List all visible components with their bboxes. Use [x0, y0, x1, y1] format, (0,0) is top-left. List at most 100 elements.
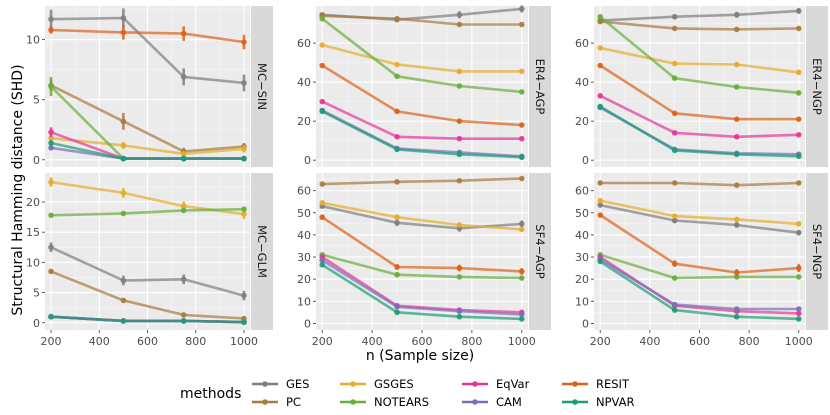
panel-sf4-agp: 0 10 20 30 40 50 60 200 400 600 800 1000 SF4−AGP	[297, 173, 551, 348]
data-point	[180, 150, 187, 157]
legend-label: PC	[286, 395, 301, 409]
data-point	[319, 42, 326, 48]
legend-swatch-point	[350, 381, 356, 387]
facet-strip-label: MC−GLM	[255, 225, 269, 278]
data-point	[456, 265, 463, 271]
series-line-cam	[321, 259, 522, 316]
data-point	[319, 181, 326, 187]
data-point	[180, 312, 187, 318]
series-line-npvar	[321, 110, 522, 159]
series-resit	[48, 25, 247, 50]
legend-label: EqVar	[496, 377, 530, 391]
legend-item-ges: GES	[252, 377, 309, 391]
data-point	[671, 307, 678, 313]
series-line-npvar	[321, 263, 522, 321]
data-point	[456, 274, 463, 280]
facet-strip	[806, 173, 828, 330]
series-npvar	[597, 103, 802, 160]
legend-label: RESIT	[596, 377, 630, 391]
data-point	[180, 30, 187, 37]
legend-label: NPVAR	[596, 395, 635, 409]
data-point	[394, 73, 400, 80]
y-tick-label: 40	[297, 76, 311, 89]
x-tick-label: 400	[639, 335, 660, 348]
series-line-eqvar	[321, 100, 522, 140]
facet-strip	[251, 173, 273, 330]
series-line-resit	[599, 213, 799, 274]
legend-item-npvar: NPVAR	[562, 395, 635, 409]
x-tick-label: 200	[590, 335, 611, 348]
legend-items: GES PC GSGES NOTEARS EqVar CAM RESIT NPVAR	[252, 377, 635, 409]
facet-strip-label: SF4−NGP	[810, 224, 824, 279]
series-line-pc	[600, 20, 799, 31]
series-ges	[597, 202, 802, 236]
data-point	[518, 154, 525, 161]
legend-label: GES	[286, 377, 309, 391]
series-npvar	[48, 140, 247, 162]
legend-swatch-point	[572, 399, 578, 405]
series-line-notears	[599, 15, 799, 95]
data-point	[795, 90, 802, 96]
data-point	[241, 319, 247, 325]
data-point	[48, 16, 54, 23]
data-point	[597, 62, 604, 69]
data-point	[120, 277, 127, 284]
data-point	[48, 244, 54, 251]
facet-strip	[251, 6, 273, 167]
series-pc	[319, 175, 525, 187]
data-point	[120, 29, 127, 36]
data-point	[394, 271, 400, 278]
series-line-npvar	[599, 260, 799, 321]
y-tick-label: 15	[26, 226, 40, 239]
panel-sf4-ngp: 0 10 20 30 40 50 60 200 400 600 800 1000 SF4−NGP	[575, 173, 828, 348]
data-point	[48, 140, 54, 146]
data-point	[795, 132, 802, 138]
x-tick-label: 800	[739, 335, 760, 348]
data-point	[733, 216, 740, 223]
series-line-pc	[322, 14, 522, 26]
y-tick-label: 30	[297, 251, 311, 264]
data-point	[120, 155, 127, 162]
series-line-npvar	[599, 105, 799, 158]
data-point	[456, 11, 463, 18]
data-point	[597, 45, 604, 51]
panel-er4-agp: 0 20 40 60 ER4−AGP	[297, 5, 551, 167]
series-npvar	[48, 313, 247, 325]
data-point	[180, 318, 187, 324]
data-point	[180, 203, 187, 210]
series-line-npvar	[50, 315, 245, 324]
data-point	[671, 301, 678, 308]
legend-swatch-point	[262, 399, 268, 405]
x-tick-label: 800	[461, 335, 482, 348]
series-line-pc	[600, 181, 799, 187]
data-point	[597, 197, 604, 204]
data-point	[518, 6, 525, 12]
data-point	[733, 182, 740, 188]
series-npvar	[319, 261, 525, 322]
y-tick-label: 5	[33, 287, 40, 300]
series-gsges	[597, 45, 802, 76]
series-resit	[597, 62, 802, 122]
y-tick-label: 40	[575, 229, 589, 242]
y-tick-label: 40	[575, 76, 589, 89]
data-point	[733, 116, 740, 122]
legend-item-resit: RESIT	[562, 377, 630, 391]
data-point	[120, 318, 127, 324]
data-point	[241, 206, 247, 213]
data-point	[456, 313, 463, 320]
y-tick-label: 50	[297, 207, 311, 220]
legend-item-pc: PC	[252, 395, 301, 409]
data-point	[48, 83, 54, 90]
series-line-npvar	[50, 141, 244, 160]
data-point	[456, 83, 463, 89]
data-point	[394, 61, 400, 68]
data-point	[671, 147, 678, 154]
data-point	[48, 313, 54, 320]
y-tick-label: 0	[582, 317, 589, 330]
series-line-ges	[600, 9, 799, 22]
data-point	[241, 292, 247, 299]
y-tick-label: 0	[33, 154, 40, 167]
data-point	[518, 316, 525, 322]
y-tick-label: 60	[575, 185, 589, 198]
